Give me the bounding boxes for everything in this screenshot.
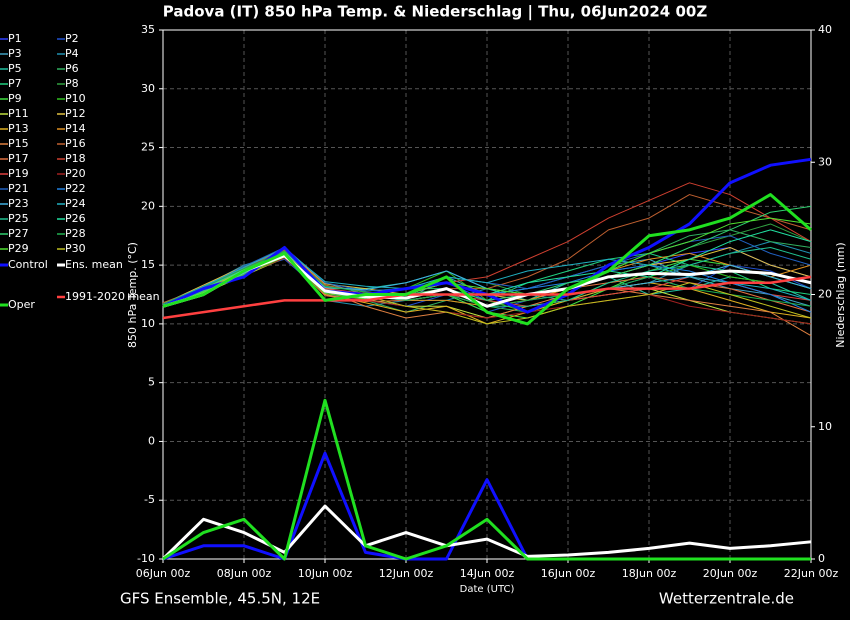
legend-label: P30: [65, 242, 86, 255]
y-tick-label: -10: [137, 552, 155, 565]
legend-label: P17: [8, 152, 29, 165]
y-tick-label: 35: [141, 23, 155, 36]
x-tick-label: 06Jun 00z: [136, 567, 191, 580]
x-tick-label: 20Jun 00z: [703, 567, 758, 580]
x-tick-label: 10Jun 00z: [298, 567, 353, 580]
y2-tick-label: 30: [818, 155, 832, 168]
y2-tick-label: 0: [818, 552, 825, 565]
x-tick-label: 18Jun 00z: [622, 567, 677, 580]
legend-label: Oper: [8, 298, 35, 311]
legend-label: P21: [8, 182, 29, 195]
legend-label: P19: [8, 167, 29, 180]
y-tick-label: 30: [141, 82, 155, 95]
legend-label: P4: [65, 47, 79, 60]
temp-line: [162, 248, 812, 305]
legend-label: 1991-2020 mean: [65, 290, 160, 303]
footer-right: Wetterzentrale.de: [659, 590, 794, 608]
legend-label: P26: [65, 212, 86, 225]
legend-label: P28: [65, 227, 86, 240]
y-tick-label: 0: [148, 434, 155, 447]
y-tick-label: 5: [148, 376, 155, 389]
x-tick-label: 16Jun 00z: [541, 567, 596, 580]
legend-label: P29: [8, 242, 29, 255]
legend-label: P14: [65, 122, 86, 135]
precip-line: [162, 398, 811, 561]
y2-tick-label: 40: [818, 23, 832, 36]
legend-label: Control: [8, 258, 48, 271]
legend-label: P25: [8, 212, 29, 225]
temp-line: [162, 257, 812, 325]
legend-label: P18: [65, 152, 86, 165]
legend-label: P24: [65, 197, 86, 210]
temp-line: [162, 193, 812, 326]
x-tick-label: 12Jun 00z: [379, 567, 434, 580]
legend-label: P22: [65, 182, 86, 195]
footer-left: GFS Ensemble, 45.5N, 12E: [120, 590, 320, 608]
temp-line: [162, 275, 812, 320]
legend-label: P11: [8, 107, 29, 120]
chart-title: Padova (IT) 850 hPa Temp. & Niederschlag…: [163, 3, 708, 22]
y-tick-label: -5: [144, 493, 155, 506]
x-tick-label: 08Jun 00z: [217, 567, 272, 580]
y-tick-label: 25: [141, 141, 155, 154]
temp-line: [162, 217, 812, 308]
y-axis-label: 850 hPa Temp. (°C): [126, 242, 139, 348]
legend-label: P7: [8, 77, 22, 90]
legend-label: P10: [65, 92, 86, 105]
legend-label: P23: [8, 197, 29, 210]
legend-label: P8: [65, 77, 79, 90]
x-tick-label: 14Jun 00z: [460, 567, 515, 580]
legend-label: Ens. mean: [65, 258, 123, 271]
legend-label: P27: [8, 227, 29, 240]
legend-label: P3: [8, 47, 22, 60]
y2-axis-label: Niederschlag (mm): [834, 242, 847, 347]
y2-tick-label: 10: [818, 420, 832, 433]
legend-label: P12: [65, 107, 86, 120]
legend-label: P5: [8, 62, 22, 75]
y-tick-label: 20: [141, 199, 155, 212]
legend-label: P6: [65, 62, 79, 75]
legend-label: P15: [8, 137, 29, 150]
legend-label: P13: [8, 122, 29, 135]
x-tick-label: 22Jun 00z: [784, 567, 839, 580]
y-tick-label: 10: [141, 317, 155, 330]
x-axis-label: Date (UTC): [460, 584, 515, 595]
legend-label: P9: [8, 92, 22, 105]
y-tick-label: 15: [141, 258, 155, 271]
legend-label: P2: [65, 32, 79, 45]
legend-label: P20: [65, 167, 86, 180]
y2-tick-label: 20: [818, 288, 832, 301]
legend-label: P1: [8, 32, 22, 45]
legend-label: P16: [65, 137, 86, 150]
